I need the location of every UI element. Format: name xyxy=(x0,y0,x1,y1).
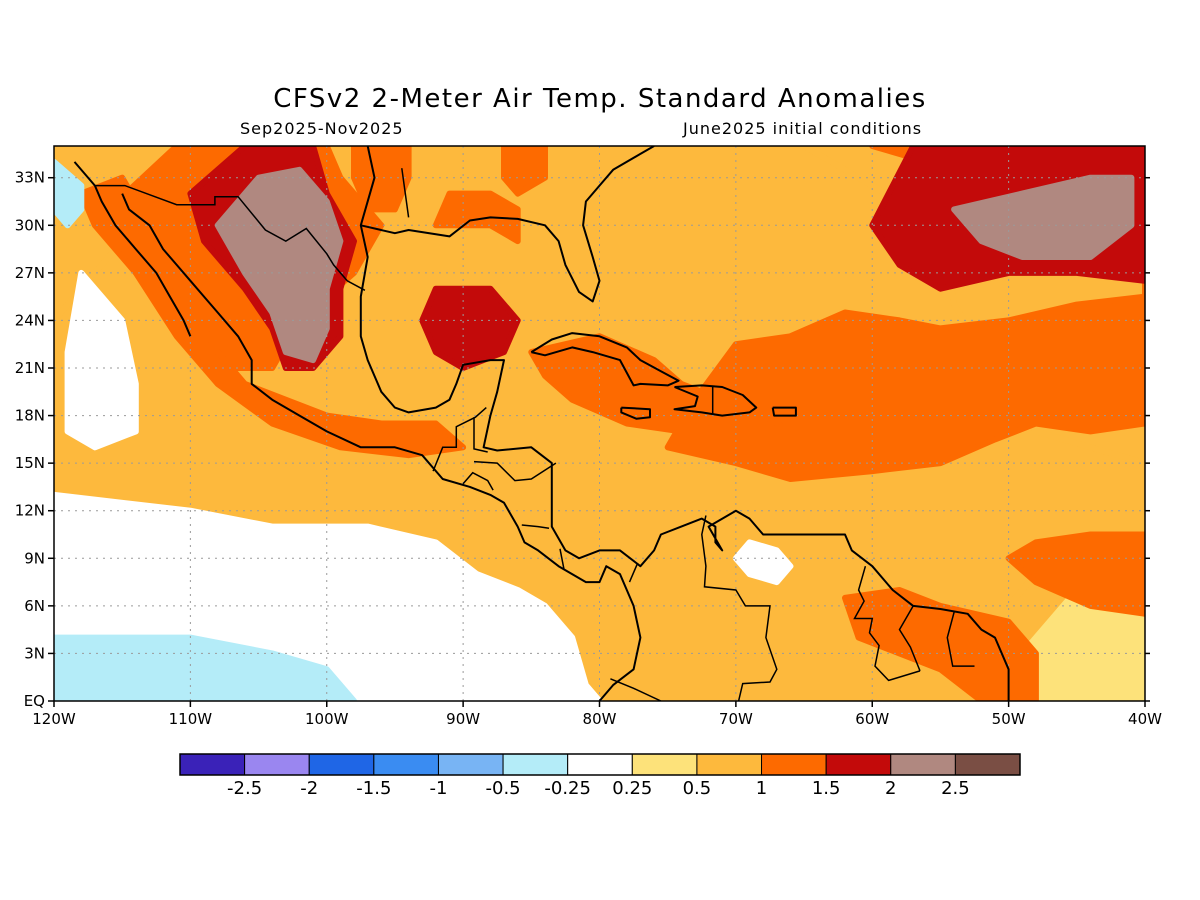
anomaly-region xyxy=(419,285,521,371)
country-borders xyxy=(94,168,975,701)
colorbar-swatch xyxy=(373,753,439,776)
anomaly-region xyxy=(501,146,548,197)
init-conditions-label: June2025 initial conditions xyxy=(683,119,923,138)
lon-tick-label: 80W xyxy=(583,710,617,728)
country-border xyxy=(473,460,557,482)
lat-tick-label: 18N xyxy=(15,407,45,425)
coastline xyxy=(73,161,192,337)
anomaly-region xyxy=(528,333,794,443)
coastline xyxy=(121,193,642,701)
plot-area xyxy=(54,146,1145,701)
coastline xyxy=(771,406,797,417)
country-border xyxy=(401,168,410,218)
lat-tick-label: 27N xyxy=(15,264,45,282)
colorbar-label: 1 xyxy=(756,778,767,799)
country-border xyxy=(462,471,494,491)
period-label: Sep2025-Nov2025 xyxy=(240,119,404,138)
country-border xyxy=(610,678,662,701)
lat-tick-label: 30N xyxy=(15,216,45,234)
coastline xyxy=(620,406,651,420)
anomaly-region xyxy=(842,587,1039,701)
colorbar: -2.5 -2 -1.5 -1 -0.5 -0.25 0.25 0.5 1 1.5 2 2.5 xyxy=(179,753,1021,799)
colorbar-label: -2 xyxy=(300,778,318,799)
colorbar-swatch xyxy=(631,753,698,776)
country-border xyxy=(701,515,778,701)
anomaly-shading xyxy=(54,146,1145,701)
country-border xyxy=(628,562,639,583)
lon-tick-label: 60W xyxy=(855,710,889,728)
country-border xyxy=(946,612,975,667)
lon-tick-label: 100W xyxy=(305,710,349,728)
country-border xyxy=(94,184,366,291)
lon-tick-label: 70W xyxy=(719,710,753,728)
lon-tick-label: 50W xyxy=(992,710,1026,728)
coastline xyxy=(360,146,655,303)
colorbar-swatch xyxy=(567,753,633,776)
lat-tick-label: 15N xyxy=(15,454,45,472)
lat-tick-label: 3N xyxy=(24,644,45,662)
lat-tick-label: 24N xyxy=(15,311,45,329)
colorbar-label: 2.5 xyxy=(941,778,970,799)
country-border xyxy=(853,565,921,682)
colorbar-label: -2.5 xyxy=(227,778,262,799)
anomaly-region xyxy=(214,166,344,364)
coastlines xyxy=(73,146,1010,701)
colorbar-label: 0.25 xyxy=(612,778,652,799)
colorbar-swatch xyxy=(308,753,375,776)
coastline xyxy=(359,146,1010,701)
anomaly-region xyxy=(54,158,85,229)
map-title: CFSv2 2-Meter Air Temp. Standard Anomali… xyxy=(273,84,927,114)
country-border xyxy=(559,548,565,570)
colorbar-label: 2 xyxy=(885,778,896,799)
colorbar-swatch xyxy=(825,753,892,776)
anomaly-region xyxy=(732,539,794,586)
country-border xyxy=(432,407,487,472)
colorbar-label: 0.5 xyxy=(683,778,712,799)
anomaly-region xyxy=(432,190,521,245)
country-border xyxy=(521,524,550,529)
lat-tick-label: 12N xyxy=(15,502,45,520)
axis-ticks: 120W 110W 100W 90W 80W 70W 60W 50W 40W EQ 3N 6N 9N 12… xyxy=(15,169,1162,728)
coastline xyxy=(530,332,680,387)
lat-tick-label: 33N xyxy=(15,169,45,187)
lon-tick-label: 110W xyxy=(169,710,213,728)
colorbar-swatch xyxy=(696,753,763,776)
lon-tick-label: 120W xyxy=(32,710,76,728)
lat-tick-label: 21N xyxy=(15,359,45,377)
coastline xyxy=(673,384,758,417)
lat-tick-label: 9N xyxy=(24,549,45,567)
colorbar-swatch xyxy=(437,753,504,776)
colorbar-swatch xyxy=(179,753,246,776)
lat-tick-label: EQ xyxy=(24,692,45,710)
colorbar-swatch xyxy=(502,753,569,776)
colorbar-swatch xyxy=(890,753,956,776)
lon-tick-label: 40W xyxy=(1128,710,1162,728)
colorbar-swatch xyxy=(761,753,827,776)
colorbar-label: 1.5 xyxy=(812,778,841,799)
colorbar-label: -1 xyxy=(429,778,447,799)
gridlines xyxy=(54,146,1145,701)
colorbar-label: -1.5 xyxy=(356,778,391,799)
lat-tick-label: 6N xyxy=(24,597,45,615)
country-border xyxy=(898,605,921,672)
anomaly-region xyxy=(351,146,412,213)
colorbar-swatch xyxy=(954,753,1021,776)
colorbar-swatch xyxy=(244,753,310,776)
colorbar-label: -0.5 xyxy=(486,778,521,799)
colorbar-frame xyxy=(179,753,1021,776)
lon-tick-label: 90W xyxy=(446,710,480,728)
country-border xyxy=(473,417,488,453)
colorbar-label: -0.25 xyxy=(544,778,591,799)
anomaly-region xyxy=(1005,531,1145,617)
anomaly-region xyxy=(951,174,1135,260)
anomaly-region xyxy=(64,269,139,451)
